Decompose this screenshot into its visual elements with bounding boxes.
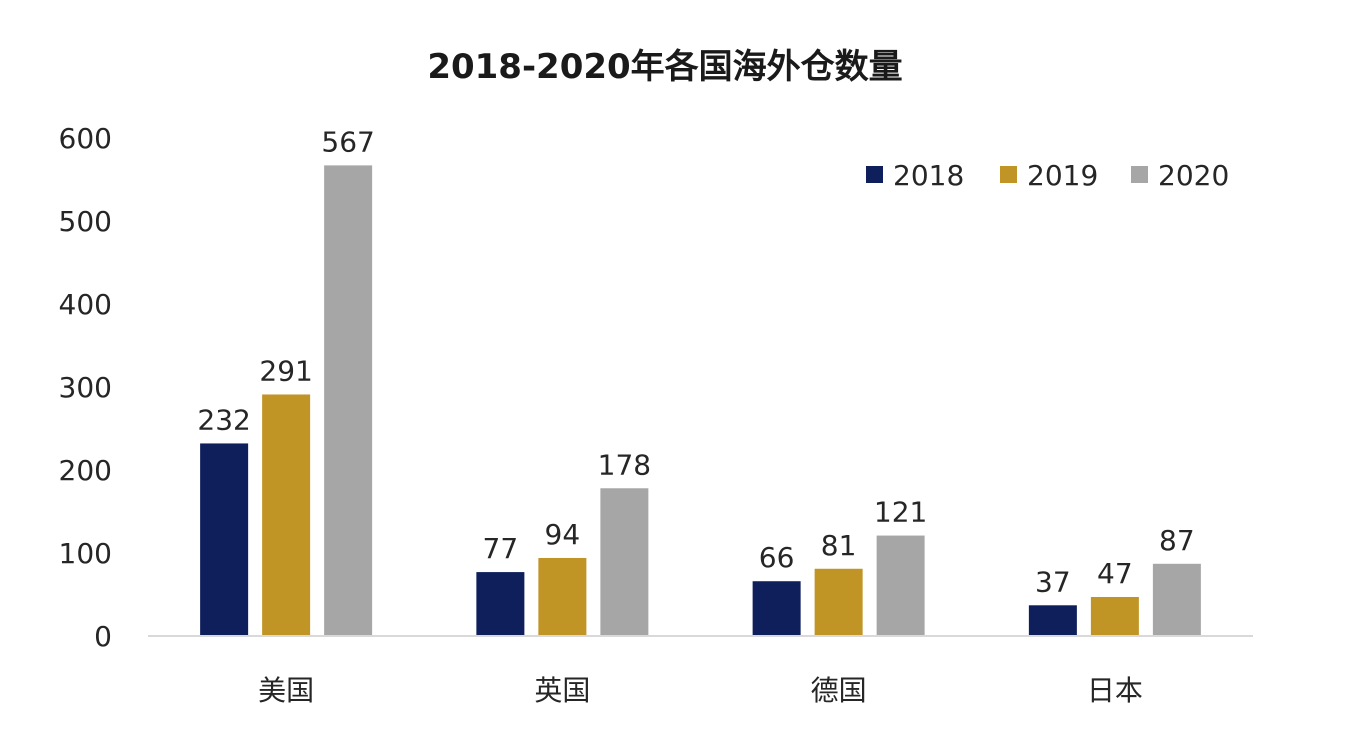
data-label: 567 [321, 125, 374, 158]
legend-label: 2019 [1027, 159, 1098, 192]
y-tick-label: 500 [59, 205, 112, 238]
bar-2019-美国 [262, 394, 311, 636]
legend: 2018 2019 2020 [866, 159, 1229, 192]
bar-2018-英国 [476, 572, 525, 636]
bar-2018-美国 [200, 443, 249, 636]
data-label: 178 [598, 448, 651, 481]
x-axis: 美国 英国 德国 日本 [148, 635, 1253, 707]
data-label-group: 232 291 567 77 94 178 66 81 121 37 47 87 [197, 125, 1194, 598]
bar-2020-英国 [600, 488, 649, 636]
chart-title: 2018-2020年各国海外仓数量 [427, 47, 902, 87]
data-label: 47 [1097, 557, 1133, 590]
y-tick-label: 400 [59, 288, 112, 321]
legend-swatch [1000, 166, 1017, 183]
data-label: 37 [1035, 565, 1071, 598]
bar-2019-英国 [538, 557, 587, 636]
bar-group [200, 165, 1201, 636]
legend-label: 2018 [893, 159, 964, 192]
data-label: 81 [821, 529, 857, 562]
data-label: 87 [1159, 524, 1195, 557]
bar-2019-德国 [814, 568, 863, 636]
x-category-label: 德国 [811, 674, 867, 707]
data-label: 121 [874, 496, 927, 529]
y-tick-label: 600 [59, 122, 112, 155]
data-label: 94 [545, 518, 581, 551]
legend-label: 2020 [1158, 159, 1229, 192]
legend-swatch [866, 166, 883, 183]
y-tick-label: 100 [59, 537, 112, 570]
bar-2020-德国 [876, 535, 925, 636]
bar-2020-美国 [324, 165, 373, 636]
x-category-label: 日本 [1087, 674, 1143, 707]
y-tick-label: 300 [59, 371, 112, 404]
bar-2019-日本 [1090, 596, 1139, 636]
data-label: 77 [483, 532, 519, 565]
x-category-label: 美国 [258, 674, 314, 707]
data-label: 232 [197, 403, 250, 436]
bar-2018-德国 [752, 581, 801, 636]
data-label: 66 [759, 541, 795, 574]
bar-2018-日本 [1028, 605, 1077, 636]
bar-2020-日本 [1152, 563, 1201, 636]
y-axis: 0 100 200 300 400 500 600 [59, 122, 112, 653]
data-label: 291 [259, 354, 312, 387]
legend-swatch [1131, 166, 1148, 183]
x-category-label: 英国 [534, 674, 590, 707]
y-tick-label: 200 [59, 454, 112, 487]
y-tick-label: 0 [94, 620, 112, 653]
